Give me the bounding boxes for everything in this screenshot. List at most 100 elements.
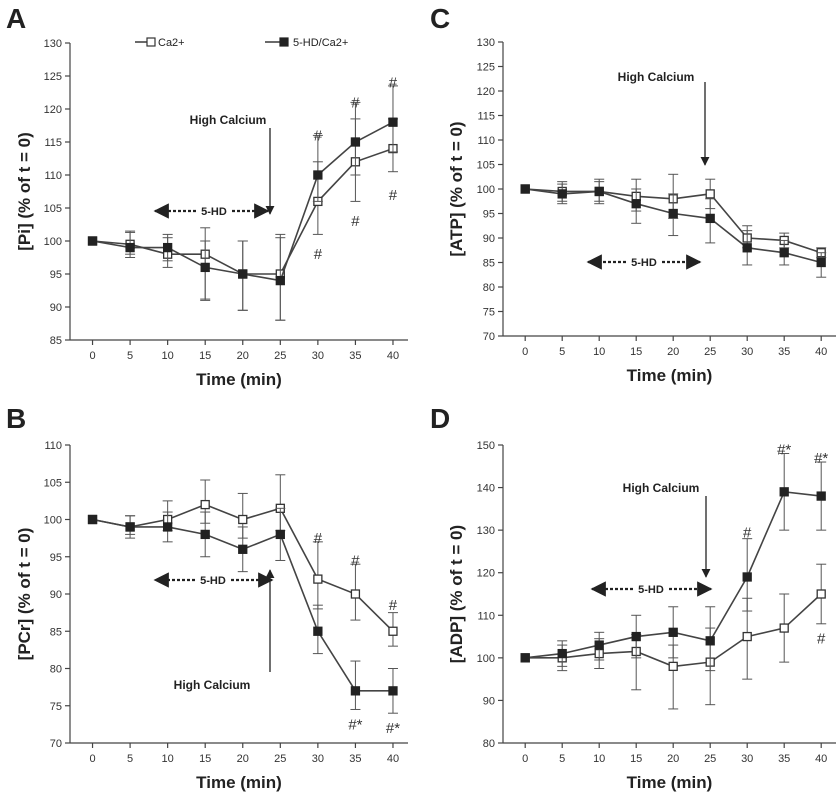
high-calcium-label-a: High Calcium	[190, 113, 267, 127]
x-tick-label-d: 20	[667, 753, 679, 765]
data-point-5hd-a	[350, 137, 361, 147]
y-tick-label-d: 130	[477, 525, 495, 537]
data-point-5hd-b	[87, 514, 98, 525]
data-point-5hd-c	[779, 248, 789, 258]
significance-mark-d: #*	[777, 441, 791, 458]
x-tick-label-d: 0	[522, 753, 528, 765]
y-tick-label-b: 90	[50, 589, 62, 601]
y-tick-label-c: 95	[483, 209, 495, 221]
5hd-range-label-d: 5-HD	[638, 584, 664, 596]
data-point-ca2-b	[200, 499, 210, 510]
x-axis-label-b: Time (min)	[196, 773, 282, 792]
y-tick-label-a: 90	[50, 302, 62, 314]
y-tick-label-a: 85	[50, 335, 62, 347]
x-tick-label-b: 25	[274, 753, 286, 765]
y-tick-label-c: 110	[477, 135, 495, 147]
significance-mark-d: #	[743, 524, 752, 541]
legend-marker-ca2	[146, 37, 156, 47]
y-tick-label-b: 80	[50, 664, 62, 676]
high-calcium-label-b: High Calcium	[174, 678, 251, 692]
significance-mark-a: #	[314, 246, 323, 263]
x-tick-label-a: 10	[162, 350, 174, 362]
data-point-5hd-a	[125, 242, 135, 253]
x-axis-label-c: Time (min)	[627, 366, 713, 385]
x-axis-label-a: Time (min)	[196, 370, 282, 389]
y-tick-label-c: 80	[483, 282, 495, 294]
x-axis-label-d: Time (min)	[627, 773, 713, 792]
data-point-5hd-d	[779, 487, 789, 497]
y-tick-label-d: 110	[477, 610, 495, 622]
x-tick-label-c: 35	[778, 346, 790, 358]
high-calcium-label-d: High Calcium	[623, 481, 700, 495]
data-point-ca2-b	[238, 514, 248, 525]
data-point-5hd-b	[350, 686, 361, 696]
legend-marker-5hd	[279, 37, 289, 47]
significance-mark-b: #	[389, 597, 398, 614]
y-tick-label-d: 80	[483, 738, 495, 750]
x-tick-label-b: 5	[127, 753, 133, 765]
panel-letter-a: A	[6, 3, 26, 34]
x-tick-label-a: 30	[312, 350, 324, 362]
y-tick-label-c: 115	[477, 111, 495, 123]
data-point-5hd-d	[594, 640, 604, 650]
y-tick-label-b: 105	[44, 477, 62, 489]
data-point-5hd-c	[520, 184, 530, 194]
x-tick-label-c: 25	[704, 346, 716, 358]
data-point-5hd-d	[631, 631, 641, 642]
data-point-5hd-c	[557, 189, 567, 199]
y-tick-label-c: 70	[483, 331, 495, 343]
x-tick-label-b: 35	[349, 753, 361, 765]
y-tick-label-b: 110	[44, 440, 62, 452]
y-axis-label-b: [PCr] (% of t = 0)	[15, 528, 34, 661]
x-tick-label-b: 40	[387, 753, 399, 765]
x-tick-label-a: 20	[237, 350, 249, 362]
x-tick-label-b: 0	[89, 753, 95, 765]
panel-c-atp-chart: 70 75 80 85 90 95 100 105 110 115 120 125 130 0 5 10 15 2…	[447, 37, 836, 385]
data-point-5hd-c	[631, 199, 641, 209]
panel-letter-b: B	[6, 403, 26, 434]
x-tick-label-d: 5	[559, 753, 565, 765]
y-tick-label-a: 110	[44, 170, 62, 182]
y-axis-label-a: [Pi] (% of t = 0)	[15, 132, 34, 251]
data-point-5hd-a	[162, 242, 173, 253]
data-point-5hd-b	[388, 686, 398, 696]
x-tick-label-c: 10	[593, 346, 605, 358]
y-tick-label-c: 90	[483, 233, 495, 245]
x-tick-label-d: 35	[778, 753, 790, 765]
5hd-range-label-a: 5-HD	[201, 206, 227, 218]
data-point-5hd-b	[162, 522, 173, 532]
y-tick-label-a: 105	[44, 203, 62, 215]
y-tick-label-b: 95	[50, 552, 62, 564]
y-tick-label-a: 100	[44, 236, 62, 248]
x-tick-label-a: 5	[127, 350, 133, 362]
data-point-ca2-d	[779, 623, 789, 633]
significance-mark-d: #*	[814, 450, 828, 467]
significance-mark-d: #	[817, 631, 826, 648]
legend-label-ca2: Ca2+	[158, 37, 185, 49]
data-point-5hd-d	[705, 636, 715, 646]
significance-mark-a: #	[389, 187, 398, 204]
y-tick-label-a: 95	[50, 269, 62, 281]
data-point-5hd-d	[742, 572, 752, 582]
x-tick-label-d: 30	[741, 753, 753, 765]
x-tick-label-c: 40	[815, 346, 827, 358]
x-tick-label-a: 40	[387, 350, 399, 362]
y-tick-label-c: 105	[477, 160, 495, 172]
data-point-5hd-c	[594, 186, 604, 197]
x-tick-label-a: 0	[89, 350, 95, 362]
panel-b-pcr-chart: 70 75 80 85 90 95 100 105 110 0 5 10 15 20 25 30 35 40 Tim…	[15, 440, 408, 792]
legend-label-5hd: 5-HD/Ca2+	[293, 37, 348, 49]
y-tick-label-c: 120	[477, 86, 495, 98]
data-point-5hd-a	[200, 262, 210, 273]
data-point-ca2-b	[350, 589, 361, 599]
data-point-ca2-d	[816, 589, 826, 599]
x-tick-label-a: 15	[199, 350, 211, 362]
y-tick-label-b: 70	[50, 738, 62, 750]
data-point-5hd-b	[313, 626, 323, 636]
x-tick-label-d: 15	[630, 753, 642, 765]
significance-mark-a: #	[351, 213, 360, 230]
data-point-5hd-c	[668, 208, 678, 219]
y-tick-label-d: 120	[477, 568, 495, 580]
significance-mark-a: #	[389, 75, 398, 92]
